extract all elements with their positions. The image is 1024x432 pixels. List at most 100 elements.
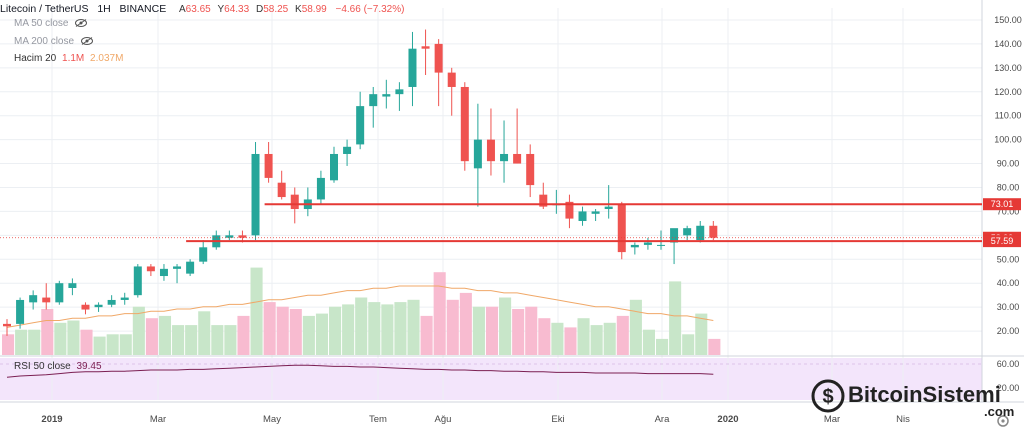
- volume-bar: [433, 272, 446, 355]
- candle-body: [330, 153, 338, 181]
- resistance-price-tag: 73.01: [991, 199, 1014, 209]
- price-axis-bg: [982, 0, 1024, 432]
- price-tick-label: 30.00: [997, 302, 1020, 312]
- volume-bar: [407, 299, 420, 355]
- rsi-tick-label: 60.00: [997, 359, 1020, 369]
- volume-bar: [250, 267, 263, 355]
- volume-bar: [54, 322, 67, 355]
- candle-body: [657, 244, 665, 246]
- candle-body: [460, 86, 469, 162]
- candle-body: [617, 204, 626, 253]
- candle-body: [159, 268, 168, 277]
- candle-body: [16, 299, 25, 324]
- resistance-price-tag-bg: [983, 198, 1021, 211]
- candle-body: [539, 194, 548, 207]
- candle-body: [225, 235, 234, 238]
- candle-body: [369, 94, 378, 107]
- time-tick-label: 2020: [717, 414, 738, 425]
- hidden-eye-icon[interactable]: [75, 19, 88, 28]
- volume-value: 1.1M: [62, 53, 85, 64]
- price-tick-label: 100.00: [994, 135, 1022, 145]
- volume-bar: [590, 325, 603, 355]
- interval[interactable]: 1H: [97, 3, 111, 15]
- candle-body: [513, 153, 522, 164]
- logo-suffix: .com: [984, 404, 1014, 419]
- gear-ring: [997, 415, 1009, 427]
- exchange: BINANCE: [119, 3, 167, 15]
- ohlc-open: 63.65: [185, 4, 211, 15]
- candle-body: [421, 46, 430, 49]
- candle-body: [696, 225, 705, 241]
- rsi-line: [6, 364, 714, 378]
- volume-bar: [368, 302, 381, 355]
- volume-bar: [642, 329, 655, 355]
- volume-bar: [67, 320, 80, 355]
- candle-body: [199, 247, 208, 262]
- time-tick-label: Eki: [551, 414, 564, 425]
- candle-body: [670, 228, 679, 243]
- ma200-label: MA 200 close: [14, 36, 75, 47]
- volume-bar: [158, 315, 172, 355]
- time-tick-label: May: [263, 414, 281, 425]
- volume-legend[interactable]: Hacim 20 1.1M 2.037M: [14, 53, 123, 64]
- candle-body: [3, 323, 11, 327]
- time-tick-label: Ağu: [435, 414, 452, 425]
- candle-body: [591, 211, 600, 214]
- volume-bar: [551, 322, 564, 355]
- support-price-tag: 57.59: [991, 236, 1014, 246]
- candle-body: [630, 244, 639, 248]
- settings-gear-icon[interactable]: [997, 415, 1009, 427]
- gear-hub: [1001, 419, 1005, 423]
- price-tick-label: 90.00: [997, 159, 1020, 169]
- price-tick-label: 50.00: [997, 254, 1020, 264]
- volume-bar: [15, 329, 28, 355]
- time-tick-label: Mar: [150, 414, 166, 425]
- price-tick-label: 140.00: [994, 39, 1022, 49]
- time-tick-label: Mar: [824, 414, 840, 425]
- rsi-legend[interactable]: RSI 50 close 39.45: [14, 361, 102, 372]
- volume-bar: [28, 329, 41, 355]
- volume-bar: [80, 329, 93, 355]
- candle-body: [133, 266, 142, 296]
- time-tick-label: Ara: [655, 414, 671, 425]
- volume-bar: [355, 297, 368, 355]
- rsi-value: 39.45: [76, 361, 102, 372]
- candle-body: [526, 153, 535, 186]
- candle-body: [356, 106, 365, 145]
- candle-body: [120, 297, 129, 300]
- ma50-legend[interactable]: MA 50 close: [14, 18, 88, 29]
- volume-bar: [459, 292, 472, 355]
- candle-body: [486, 139, 495, 162]
- candle-body: [447, 72, 456, 87]
- time-tick-label: 2019: [41, 414, 62, 425]
- candle-body: [643, 242, 652, 245]
- price-tick-label: 110.00: [995, 111, 1022, 121]
- volume-bar: [656, 338, 669, 355]
- price-tick-label: 80.00: [997, 182, 1020, 192]
- candle-body: [42, 297, 51, 303]
- volume-bar: [525, 306, 538, 355]
- hidden-eye-icon[interactable]: [80, 37, 93, 46]
- candle-body: [251, 153, 260, 236]
- volume-bar: [381, 304, 394, 355]
- volume-bar: [224, 325, 237, 355]
- volume-bar: [185, 325, 198, 355]
- volume-bar: [263, 302, 276, 355]
- candle-body: [146, 266, 155, 272]
- candle-body: [238, 235, 247, 238]
- ma50-label: MA 50 close: [14, 18, 69, 29]
- volume-bar: [119, 334, 132, 355]
- price-tick-label: 130.00: [994, 63, 1022, 73]
- symbol-name[interactable]: Litecoin / TetherUS: [0, 3, 89, 15]
- price-tick-label: 120.00: [994, 87, 1022, 97]
- candle-body: [709, 225, 718, 238]
- ma200-legend[interactable]: MA 200 close: [14, 36, 93, 47]
- volume-bar: [629, 299, 642, 355]
- volume-bar: [446, 299, 459, 355]
- volume-bar: [106, 334, 119, 355]
- price-tick-label: 70.00: [997, 206, 1020, 216]
- volume-bar: [93, 336, 106, 355]
- volume-bar: [682, 334, 695, 355]
- volume-bar: [302, 315, 315, 355]
